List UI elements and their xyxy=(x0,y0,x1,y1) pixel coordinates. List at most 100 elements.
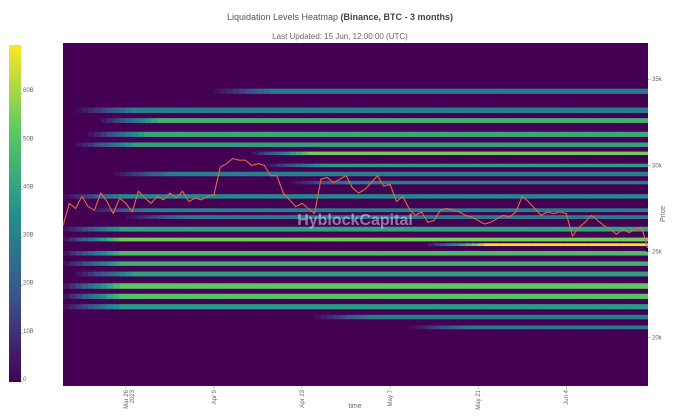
heatmap-cell xyxy=(434,283,442,289)
heatmap-cell xyxy=(264,151,272,156)
heatmap-cell xyxy=(195,118,202,123)
heatmap-cell xyxy=(138,304,146,310)
heatmap-cell xyxy=(572,226,580,232)
heatmap-cell xyxy=(453,226,460,232)
heatmap-cell xyxy=(490,237,498,242)
heatmap-cell xyxy=(616,325,624,330)
heatmap-cell xyxy=(402,151,410,156)
heatmap-cell xyxy=(358,107,366,113)
heatmap-cell xyxy=(465,314,473,320)
heatmap-cell xyxy=(603,107,611,113)
heatmap-cell xyxy=(610,151,618,156)
heatmap-cell xyxy=(446,107,454,113)
heatmap-cell xyxy=(371,251,379,256)
heatmap-cell xyxy=(440,226,448,232)
heatmap-cell xyxy=(408,194,416,199)
heatmap-cell xyxy=(459,243,467,247)
heatmap-cell xyxy=(641,293,648,299)
heatmap-cell xyxy=(289,171,297,177)
heatmap-cell xyxy=(427,194,435,199)
heatmap-cell xyxy=(522,142,530,147)
heatmap-cell xyxy=(270,131,278,137)
heatmap-cell xyxy=(289,107,297,113)
heatmap-cell xyxy=(490,151,498,156)
heatmap-cell xyxy=(195,171,202,177)
heatmap-cell xyxy=(295,226,303,232)
heatmap-cell xyxy=(553,163,561,168)
heatmap-cell xyxy=(446,283,454,289)
heatmap-cell xyxy=(603,88,611,94)
x-tick-label: Apr 9 xyxy=(212,389,218,404)
heatmap-cell xyxy=(169,304,177,310)
heatmap-cell xyxy=(94,237,102,242)
heatmap-cell xyxy=(232,131,240,137)
heatmap-cell xyxy=(402,171,410,177)
heatmap-cell xyxy=(497,142,504,147)
heatmap-cell xyxy=(276,283,284,289)
heatmap-cell xyxy=(434,215,442,219)
heatmap-cell xyxy=(503,107,511,113)
heatmap-cell xyxy=(440,283,448,289)
heatmap-cell xyxy=(515,314,523,320)
heatmap-cell xyxy=(490,88,498,94)
heatmap-cell xyxy=(553,304,561,310)
heatmap-cell xyxy=(390,271,397,277)
heatmap-cell xyxy=(88,251,96,256)
colorbar xyxy=(9,45,21,382)
heatmap-cell xyxy=(585,325,592,330)
heatmap-cell xyxy=(125,271,133,277)
heatmap-cell xyxy=(346,107,353,113)
heatmap-cell xyxy=(534,304,542,310)
heatmap-cell xyxy=(383,180,391,185)
heatmap-cell xyxy=(591,251,599,256)
heatmap-cell xyxy=(125,293,133,299)
heatmap-cell xyxy=(157,142,165,147)
heatmap-cell xyxy=(94,304,102,310)
heatmap-cell xyxy=(635,131,643,137)
heatmap-cell xyxy=(629,118,637,123)
heatmap-cell xyxy=(478,243,486,247)
heatmap-cell xyxy=(239,194,247,199)
heatmap-cell xyxy=(553,171,561,177)
heatmap-cell xyxy=(528,215,536,219)
heatmap-cell xyxy=(226,293,234,299)
heatmap-cell xyxy=(515,261,523,266)
heatmap-cell xyxy=(534,237,542,242)
heatmap-cell xyxy=(534,142,542,147)
heatmap-cell xyxy=(440,271,448,277)
heatmap-cell xyxy=(383,237,391,242)
heatmap-cell xyxy=(383,171,391,177)
heatmap-cell xyxy=(201,226,209,232)
heatmap-cell xyxy=(201,237,209,242)
heatmap-cell xyxy=(402,293,410,299)
heatmap-cell xyxy=(522,261,530,266)
heatmap-cell xyxy=(320,251,328,256)
heatmap-cell xyxy=(603,261,611,266)
heatmap-cell xyxy=(270,271,278,277)
heatmap-cell xyxy=(264,293,272,299)
heatmap-cell xyxy=(446,194,454,199)
heatmap-cell xyxy=(603,171,611,177)
heatmap-cell xyxy=(547,261,555,266)
heatmap-cell xyxy=(465,304,473,310)
heatmap-cell xyxy=(125,261,133,266)
heatmap-cell xyxy=(295,171,303,177)
heatmap-cell xyxy=(446,304,454,310)
heatmap-cell xyxy=(597,194,605,199)
heatmap-cell xyxy=(195,271,202,277)
heatmap-cell xyxy=(465,283,473,289)
heatmap-cell xyxy=(497,243,504,247)
heatmap-cell xyxy=(553,208,561,213)
heatmap-cell xyxy=(390,131,397,137)
heatmap-cell xyxy=(503,180,511,185)
heatmap-cell xyxy=(289,271,297,277)
heatmap-cell xyxy=(471,243,479,247)
heatmap-cell xyxy=(226,304,234,310)
heatmap-cell xyxy=(258,171,265,177)
heatmap-cell xyxy=(622,180,630,185)
heatmap-cell xyxy=(308,180,316,185)
heatmap-cell xyxy=(603,215,611,219)
heatmap-cell xyxy=(591,226,599,232)
heatmap-cell xyxy=(289,151,297,156)
